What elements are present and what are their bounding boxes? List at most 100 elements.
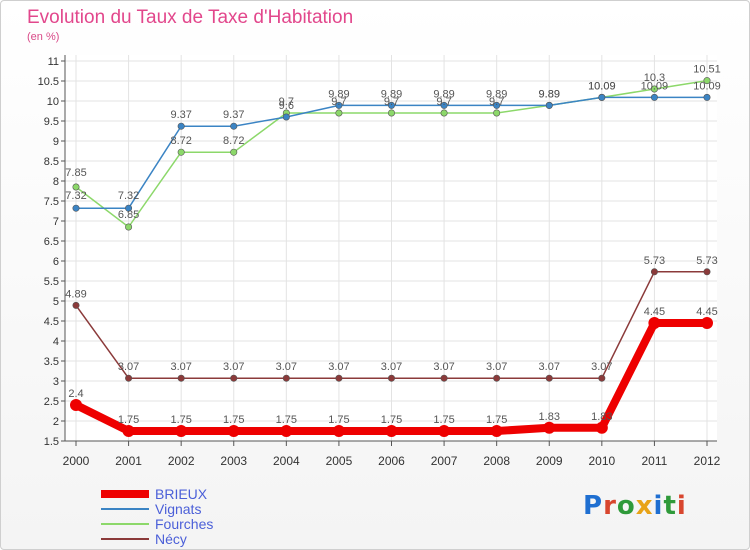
y-tick-label: 11 — [48, 56, 59, 68]
y-tick-label: 9 — [53, 136, 59, 148]
data-point-vignats — [177, 122, 185, 130]
data-point-vignats — [493, 101, 501, 109]
data-label-brieux: 1.75 — [486, 414, 507, 426]
logo-letter: x — [635, 491, 654, 521]
x-tick-label: 2006 — [378, 454, 405, 468]
data-point-vignats — [72, 204, 80, 212]
data-point-brieux — [543, 421, 556, 434]
logo-letter: i — [676, 491, 687, 521]
logo-letter: r — [603, 491, 617, 521]
data-label-fourches: 8.72 — [223, 135, 244, 147]
data-point-fourches — [493, 109, 501, 117]
chart-title: Evolution du Taux de Taxe d'Habitation — [27, 7, 354, 28]
data-point-n-cy — [703, 268, 711, 276]
data-label-brieux: 1.83 — [591, 411, 612, 423]
data-point-vignats — [282, 113, 290, 121]
x-tick-label: 2007 — [431, 454, 458, 468]
logo-letter: i — [653, 491, 664, 521]
data-label-brieux: 1.75 — [170, 414, 191, 426]
data-point-vignats — [387, 101, 395, 109]
x-tick-label: 2005 — [326, 454, 353, 468]
data-label-fourches: 9.89 — [539, 88, 560, 100]
data-point-n-cy — [282, 374, 290, 382]
data-label-n-cy: 3.07 — [276, 361, 297, 373]
y-tick-label: 4.5 — [44, 316, 59, 328]
data-point-fourches — [125, 223, 133, 231]
data-label-vignats: 9.89 — [381, 88, 402, 100]
data-label-brieux: 1.75 — [328, 414, 349, 426]
data-label-fourches: 9.7 — [331, 96, 346, 108]
legend-label-n-cy: Nécy — [155, 531, 187, 547]
data-point-n-cy — [230, 374, 238, 382]
logo-letter: P — [583, 491, 604, 521]
data-label-brieux: 1.75 — [118, 414, 139, 426]
data-label-brieux: 4.45 — [644, 306, 665, 318]
data-label-n-cy: 5.73 — [644, 255, 665, 267]
logo-letter: o — [616, 491, 636, 521]
data-point-brieux — [175, 425, 188, 437]
data-point-n-cy — [598, 374, 606, 382]
data-point-fourches — [387, 109, 395, 117]
data-label-fourches: 10.3 — [644, 72, 665, 84]
data-label-n-cy: 3.07 — [381, 361, 402, 373]
chart-subtitle: (en %) — [27, 31, 60, 43]
data-point-n-cy — [72, 301, 80, 309]
data-label-fourches: 9.7 — [489, 96, 504, 108]
data-label-brieux: 2.4 — [68, 388, 83, 400]
legend-label-vignats: Vignats — [155, 501, 201, 517]
data-label-fourches: 6.85 — [118, 209, 139, 221]
x-tick-label: 2012 — [694, 454, 721, 468]
y-tick-label: 5 — [53, 296, 59, 308]
data-label-n-cy: 3.07 — [486, 361, 507, 373]
data-label-fourches: 9.7 — [384, 96, 399, 108]
data-point-fourches — [177, 148, 185, 156]
data-label-n-cy: 3.07 — [170, 361, 191, 373]
data-point-brieux — [70, 399, 82, 411]
data-point-brieux — [490, 425, 503, 437]
y-tick-label: 8 — [53, 176, 59, 188]
y-tick-label: 6 — [53, 256, 59, 268]
data-label-brieux: 1.83 — [539, 411, 560, 423]
data-label-vignats: 7.32 — [65, 190, 86, 202]
y-tick-label: 7 — [53, 216, 59, 228]
data-label-vignats: 7.32 — [118, 190, 139, 202]
y-tick-label: 3 — [53, 376, 59, 388]
data-point-fourches — [230, 148, 238, 156]
data-label-fourches: 10.09 — [588, 80, 616, 92]
x-tick-label: 2009 — [536, 454, 563, 468]
data-point-vignats — [598, 93, 606, 101]
data-point-brieux — [332, 425, 345, 437]
data-label-fourches: 9.7 — [436, 96, 451, 108]
legend-label-brieux: BRIEUX — [155, 486, 208, 502]
data-point-vignats — [545, 101, 553, 109]
data-point-n-cy — [387, 374, 395, 382]
data-point-vignats — [125, 204, 133, 212]
data-label-vignats: 10.09 — [588, 80, 616, 92]
data-label-brieux: 1.75 — [381, 414, 402, 426]
data-label-vignats: 10.09 — [641, 80, 669, 92]
data-point-brieux — [280, 425, 293, 437]
data-point-vignats — [230, 122, 238, 130]
legend-label-fourches: Fourches — [155, 516, 213, 532]
data-point-fourches — [650, 85, 658, 93]
x-tick-label: 2010 — [588, 454, 615, 468]
data-point-brieux — [122, 425, 135, 437]
data-label-brieux: 1.75 — [223, 414, 244, 426]
data-point-brieux — [648, 317, 661, 329]
data-point-fourches — [335, 109, 343, 117]
y-tick-label: 1.5 — [44, 436, 59, 448]
data-label-fourches: 10.51 — [693, 64, 721, 76]
data-point-brieux — [595, 421, 608, 434]
data-point-brieux — [438, 425, 451, 437]
data-point-n-cy — [125, 374, 133, 382]
data-label-vignats: 9.89 — [328, 88, 349, 100]
y-tick-label: 10 — [47, 96, 59, 108]
data-point-n-cy — [335, 374, 343, 382]
data-point-n-cy — [493, 374, 501, 382]
data-point-n-cy — [440, 374, 448, 382]
data-point-vignats — [703, 93, 711, 101]
y-tick-label: 10.5 — [38, 76, 59, 88]
data-point-fourches — [440, 109, 448, 117]
